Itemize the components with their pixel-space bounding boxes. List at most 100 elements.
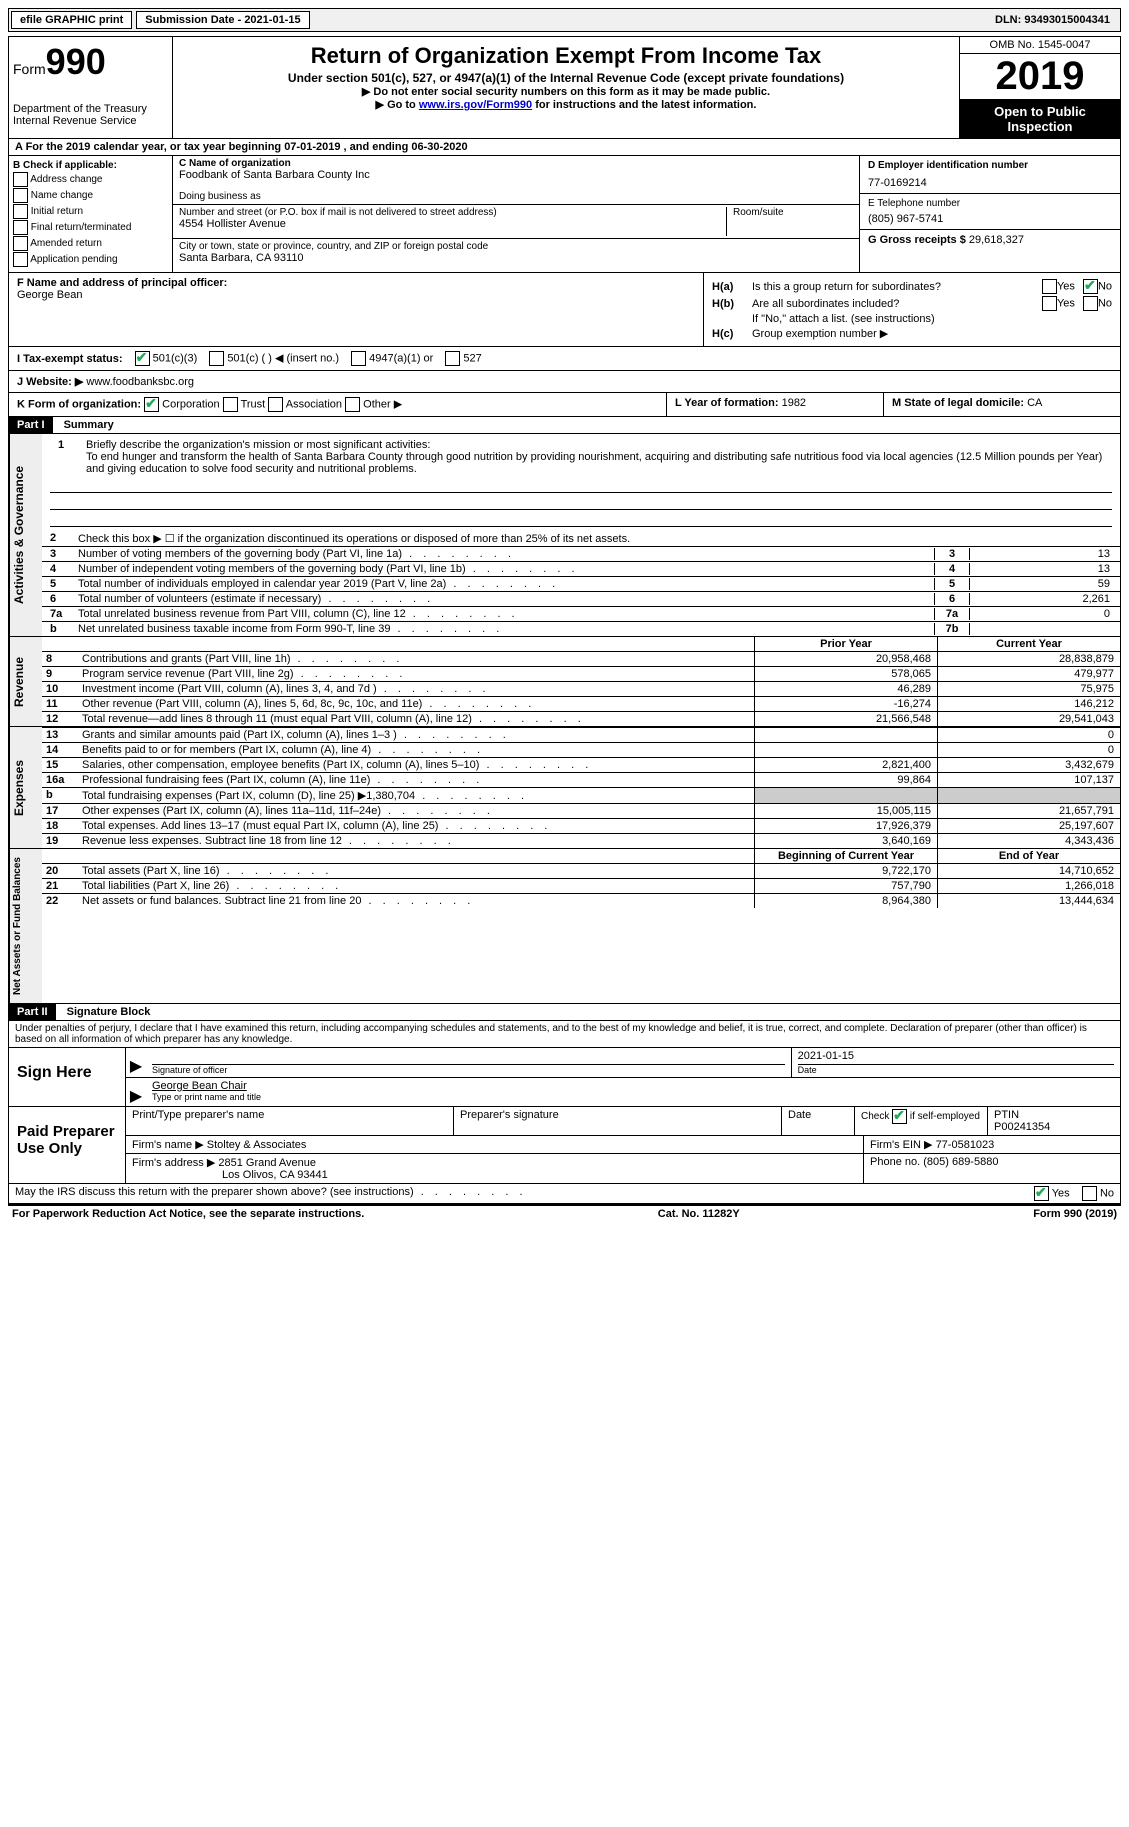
gov-line: 5Total number of individuals employed in… xyxy=(42,576,1120,591)
firm-ein-label: Firm's EIN ▶ xyxy=(870,1139,933,1151)
data-line: bTotal fundraising expenses (Part IX, co… xyxy=(42,787,1120,803)
gross-receipts: 29,618,327 xyxy=(969,234,1024,246)
row-klm: K Form of organization: Corporation Trus… xyxy=(8,393,1121,417)
trust-checkbox[interactable] xyxy=(223,397,238,412)
col-b-checkbox[interactable] xyxy=(13,188,28,203)
sig-date: 2021-01-15 xyxy=(798,1050,1114,1062)
col-b-title: B Check if applicable: xyxy=(13,160,168,171)
open-inspection: Open to Public Inspection xyxy=(960,100,1120,138)
mission-text: To end hunger and transform the health o… xyxy=(86,451,1102,475)
col-b-item: Final return/terminated xyxy=(13,220,168,235)
ha-label: H(a) xyxy=(712,281,752,293)
ha-yes-checkbox[interactable] xyxy=(1042,279,1057,294)
org-name: Foodbank of Santa Barbara County Inc xyxy=(179,169,853,181)
data-line: 21Total liabilities (Part X, line 26)757… xyxy=(42,878,1120,893)
col-b-checkboxes: B Check if applicable: Address change Na… xyxy=(9,156,173,272)
col-b-checkbox[interactable] xyxy=(13,172,28,187)
sig-officer-caption: Signature of officer xyxy=(152,1065,785,1075)
phone: (805) 967-5741 xyxy=(868,213,1112,225)
officer-name-caption: Type or print name and title xyxy=(152,1092,1114,1102)
data-line: 15Salaries, other compensation, employee… xyxy=(42,757,1120,772)
firm-addr-1: 2851 Grand Avenue xyxy=(218,1157,316,1169)
hb-note: If "No," attach a list. (see instruction… xyxy=(712,313,1112,325)
hc-label: H(c) xyxy=(712,328,752,340)
corp-checkbox[interactable] xyxy=(144,397,159,412)
assoc-checkbox[interactable] xyxy=(268,397,283,412)
4947-checkbox[interactable] xyxy=(351,351,366,366)
hb-no-checkbox[interactable] xyxy=(1083,296,1098,311)
paid-preparer-label: Paid Preparer Use Only xyxy=(9,1107,126,1183)
phone-label: E Telephone number xyxy=(868,198,1112,209)
501c3-checkbox[interactable] xyxy=(135,351,150,366)
part-1-header-row: Part I Summary xyxy=(8,417,1121,434)
line-2-text: Check this box ▶ ☐ if the organization d… xyxy=(78,532,1116,545)
preparer-sig-label: Preparer's signature xyxy=(460,1109,775,1121)
side-expenses: Expenses xyxy=(9,727,42,848)
col-b-item: Initial return xyxy=(13,204,168,219)
firm-addr-2: Los Olivos, CA 93441 xyxy=(132,1169,857,1181)
beginning-year-header: Beginning of Current Year xyxy=(754,849,937,863)
sig-date-caption: Date xyxy=(798,1065,1114,1075)
paid-preparer-section: Paid Preparer Use Only Print/Type prepar… xyxy=(8,1107,1121,1184)
year-formation-label: L Year of formation: xyxy=(675,397,779,409)
gross-receipts-label: G Gross receipts $ xyxy=(868,234,966,246)
irs-link[interactable]: www.irs.gov/Form990 xyxy=(419,99,532,111)
sign-here-section: Sign Here ▶ Signature of officer 2021-01… xyxy=(8,1048,1121,1107)
revenue-section: Revenue Prior Year Current Year 8Contrib… xyxy=(8,637,1121,727)
data-line: 18Total expenses. Add lines 13–17 (must … xyxy=(42,818,1120,833)
527-checkbox[interactable] xyxy=(445,351,460,366)
col-b-item: Address change xyxy=(13,172,168,187)
col-h: H(a) Is this a group return for subordin… xyxy=(703,273,1120,346)
data-line: 19Revenue less expenses. Subtract line 1… xyxy=(42,833,1120,848)
dln: DLN: 93493015004341 xyxy=(995,14,1118,26)
perjury-statement: Under penalties of perjury, I declare th… xyxy=(8,1021,1121,1048)
efile-button[interactable]: efile GRAPHIC print xyxy=(11,11,132,29)
col-b-checkbox[interactable] xyxy=(13,204,28,219)
col-b-checkbox[interactable] xyxy=(13,220,28,235)
form-note-1: ▶ Do not enter social security numbers o… xyxy=(181,85,951,98)
data-line: 9Program service revenue (Part VIII, lin… xyxy=(42,666,1120,681)
501c-checkbox[interactable] xyxy=(209,351,224,366)
year-formation: 1982 xyxy=(782,397,806,409)
part-2-title: Signature Block xyxy=(59,1004,159,1020)
hb-yes-checkbox[interactable] xyxy=(1042,296,1057,311)
footer-right: Form 990 (2019) xyxy=(1033,1208,1117,1220)
footer: For Paperwork Reduction Act Notice, see … xyxy=(8,1204,1121,1222)
col-f-officer: F Name and address of principal officer:… xyxy=(9,273,703,346)
activities-governance-section: Activities & Governance 1 Briefly descri… xyxy=(8,434,1121,637)
col-b-item: Amended return xyxy=(13,236,168,251)
gov-line: 7aTotal unrelated business revenue from … xyxy=(42,606,1120,621)
form-note-2: ▶ Go to www.irs.gov/Form990 for instruct… xyxy=(181,98,951,111)
col-b-checkbox[interactable] xyxy=(13,236,28,251)
discuss-no-checkbox[interactable] xyxy=(1082,1186,1097,1201)
line-1-num: 1 xyxy=(54,439,86,451)
website-value: www.foodbanksbc.org xyxy=(86,376,194,388)
org-name-label: C Name of organization xyxy=(179,158,291,169)
side-revenue: Revenue xyxy=(9,637,42,726)
other-checkbox[interactable] xyxy=(345,397,360,412)
data-line: 13Grants and similar amounts paid (Part … xyxy=(42,727,1120,742)
ptin-label: PTIN xyxy=(994,1109,1114,1121)
ptin: P00241354 xyxy=(994,1121,1114,1133)
gov-line: bNet unrelated business taxable income f… xyxy=(42,621,1120,636)
form-title: Return of Organization Exempt From Incom… xyxy=(181,43,951,69)
form-number: Form990 xyxy=(13,41,168,83)
form-org-label: K Form of organization: xyxy=(17,398,141,410)
ha-no-checkbox[interactable] xyxy=(1083,279,1098,294)
gov-line: 6Total number of volunteers (estimate if… xyxy=(42,591,1120,606)
expenses-section: Expenses 13Grants and similar amounts pa… xyxy=(8,727,1121,849)
discuss-yes-checkbox[interactable] xyxy=(1034,1186,1049,1201)
side-net-assets: Net Assets or Fund Balances xyxy=(9,849,42,1003)
data-line: 8Contributions and grants (Part VIII, li… xyxy=(42,651,1120,666)
state-domicile-label: M State of legal domicile: xyxy=(892,397,1024,409)
hc-text: Group exemption number ▶ xyxy=(752,327,1112,340)
col-d: D Employer identification number 77-0169… xyxy=(859,156,1120,272)
state-domicile: CA xyxy=(1027,397,1042,409)
data-line: 20Total assets (Part X, line 16)9,722,17… xyxy=(42,863,1120,878)
col-b-checkbox[interactable] xyxy=(13,252,28,267)
self-employed-checkbox[interactable] xyxy=(892,1109,907,1124)
current-year-header: Current Year xyxy=(937,637,1120,651)
website-label: J Website: ▶ xyxy=(17,376,83,388)
hb-text: Are all subordinates included? xyxy=(752,298,1042,310)
sign-here-label: Sign Here xyxy=(9,1048,126,1106)
